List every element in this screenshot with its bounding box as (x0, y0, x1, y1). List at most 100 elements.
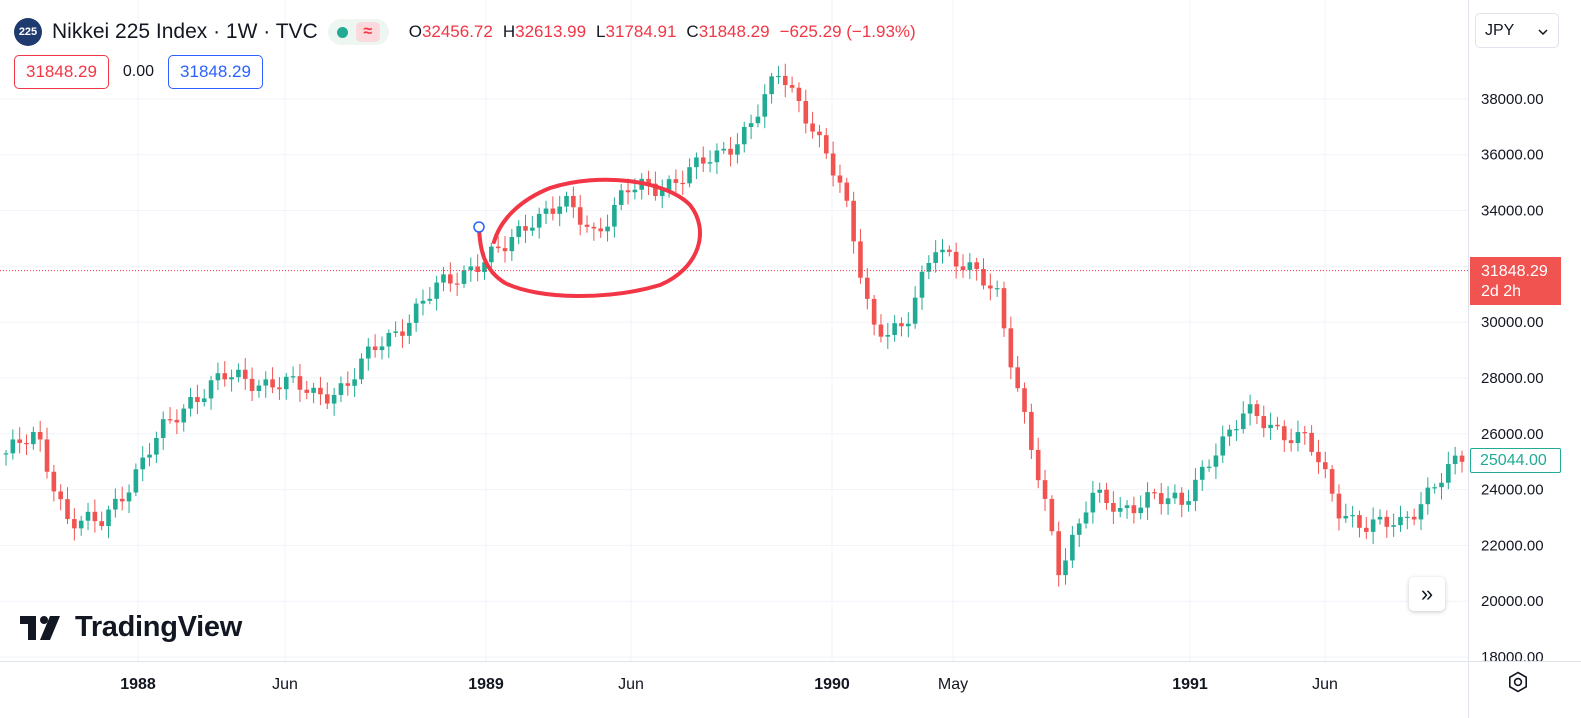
candle-body (1097, 489, 1103, 493)
candle-body (65, 499, 70, 520)
candle-body (509, 237, 515, 252)
candle-body (3, 453, 9, 455)
candle-body (680, 182, 686, 185)
candle-body (1405, 516, 1410, 519)
y-tick-label: 28000.00 (1481, 370, 1544, 387)
candle-body (304, 389, 310, 393)
candle-body (1145, 492, 1150, 508)
low-value: 31784.91 (605, 22, 677, 41)
candle-body (550, 208, 556, 214)
market-status[interactable]: ≈ (327, 19, 389, 45)
candle-body (1199, 466, 1205, 480)
currency-value: JPY (1485, 21, 1515, 39)
candle-body (400, 331, 405, 336)
candle-body (721, 148, 727, 151)
x-tick-label: 1991 (1172, 676, 1208, 693)
candle-body (413, 303, 419, 323)
x-tick-label: Jun (272, 676, 298, 693)
candle-body (830, 153, 836, 176)
candle-body (981, 268, 986, 286)
close-value: 31848.29 (698, 22, 770, 41)
candle-body (1131, 505, 1137, 514)
candle-body (653, 183, 658, 197)
candle-body (249, 378, 255, 392)
candle-body (1247, 404, 1253, 414)
candle-body (126, 492, 132, 502)
candle-body (591, 226, 597, 229)
candle-body (536, 213, 542, 228)
y-tick-label: 24000.00 (1481, 482, 1544, 499)
candle-body (495, 246, 501, 249)
candle-body (1035, 449, 1041, 481)
sell-button[interactable]: 31848.29 (14, 55, 109, 89)
candle-body (803, 100, 809, 124)
y-tick-label: 38000.00 (1481, 91, 1544, 108)
candle-body (256, 385, 262, 392)
symbol-legend: 225 Nikkei 225 Index · 1W · TVC ≈ O32456… (14, 16, 916, 48)
current-price-value: 31848.29 (1481, 263, 1548, 280)
candle-body (851, 200, 856, 242)
candle-body (796, 87, 802, 101)
candle-body (625, 190, 631, 193)
candle-body (817, 131, 822, 136)
change-value: −625.29 (−1.93%) (779, 22, 916, 41)
candle-body (646, 178, 651, 184)
candle-body (960, 266, 966, 270)
candle-body (489, 246, 494, 263)
currency-select[interactable]: JPY (1475, 13, 1559, 48)
chevron-down-icon (1538, 22, 1548, 40)
candle-body (666, 179, 672, 190)
candle-body (263, 379, 269, 386)
candle-body (571, 195, 576, 208)
candle-body (782, 75, 788, 86)
candle-body (1029, 411, 1034, 450)
candle-body (85, 511, 91, 521)
candle-body (222, 373, 228, 380)
candle-body (1186, 501, 1191, 505)
y-tick-label: 18000.00 (1481, 649, 1544, 666)
candle-body (687, 167, 692, 184)
scroll-to-realtime-button[interactable]: » (1409, 577, 1445, 611)
chart-settings-button[interactable] (1504, 668, 1532, 696)
candle-body (789, 85, 795, 88)
candle-body (1370, 519, 1376, 532)
candle-body (762, 94, 768, 117)
open-label: O (408, 22, 422, 41)
candle-body (407, 322, 412, 336)
candle-body (1391, 525, 1396, 527)
close-label: C (686, 22, 699, 41)
candle-body (1124, 505, 1130, 509)
low-label: L (596, 22, 606, 41)
candle-body (885, 334, 891, 337)
symbol-title[interactable]: Nikkei 225 Index · 1W · TVC (52, 20, 318, 43)
candle-body (1056, 531, 1061, 576)
y-tick-label: 36000.00 (1481, 147, 1544, 164)
candle-body (24, 442, 29, 445)
tradingview-logo[interactable]: TradingView (20, 611, 242, 644)
candle-body (297, 376, 303, 390)
candle-body (892, 323, 897, 335)
candle-body (10, 439, 16, 454)
candle-body (1090, 492, 1096, 513)
candle-body (1432, 487, 1437, 489)
candle-body (1281, 426, 1287, 441)
candle-body (72, 519, 77, 529)
candle-body (858, 241, 863, 278)
candle-body (523, 226, 528, 231)
candle-body (1343, 516, 1349, 519)
candle-body (338, 383, 344, 395)
candle-body (967, 262, 973, 270)
candle-body (1152, 492, 1157, 494)
candle-body (1446, 464, 1451, 483)
candle-body (441, 274, 446, 283)
candle-body (1459, 455, 1465, 462)
candle-body (953, 251, 959, 267)
candle-body (1302, 432, 1308, 434)
spread-value: 0.00 (122, 63, 155, 80)
buy-button[interactable]: 31848.29 (168, 55, 263, 89)
candle-body (270, 379, 275, 388)
bar-countdown: 2d 2h (1481, 283, 1522, 300)
tradingview-mark-icon (20, 615, 60, 640)
candle-body (707, 162, 713, 164)
